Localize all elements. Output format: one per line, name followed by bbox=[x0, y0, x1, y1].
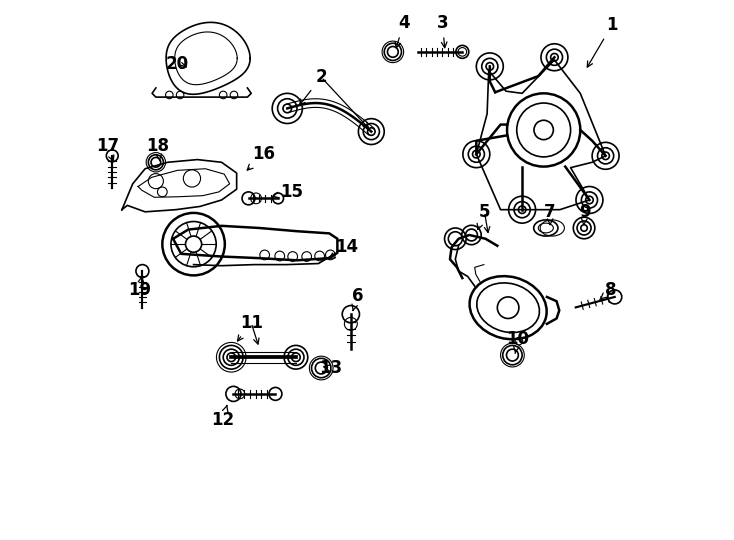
Text: 14: 14 bbox=[330, 238, 358, 259]
Text: 17: 17 bbox=[96, 137, 119, 161]
Text: 6: 6 bbox=[352, 287, 363, 310]
Text: 1: 1 bbox=[587, 16, 618, 67]
Text: 18: 18 bbox=[147, 137, 170, 161]
Text: 13: 13 bbox=[319, 359, 342, 377]
Text: 11: 11 bbox=[238, 314, 263, 341]
Text: 10: 10 bbox=[506, 330, 529, 354]
Text: 7: 7 bbox=[545, 203, 556, 225]
Text: 5: 5 bbox=[477, 203, 490, 230]
Text: 15: 15 bbox=[273, 183, 303, 201]
Text: 3: 3 bbox=[437, 15, 448, 48]
Text: 4: 4 bbox=[395, 15, 410, 48]
Text: 2: 2 bbox=[299, 68, 327, 105]
Text: 12: 12 bbox=[211, 405, 234, 429]
Text: 8: 8 bbox=[600, 281, 617, 300]
Text: 19: 19 bbox=[128, 276, 151, 300]
Text: 9: 9 bbox=[579, 203, 591, 225]
Text: 16: 16 bbox=[247, 145, 275, 170]
Text: 20: 20 bbox=[166, 55, 189, 73]
